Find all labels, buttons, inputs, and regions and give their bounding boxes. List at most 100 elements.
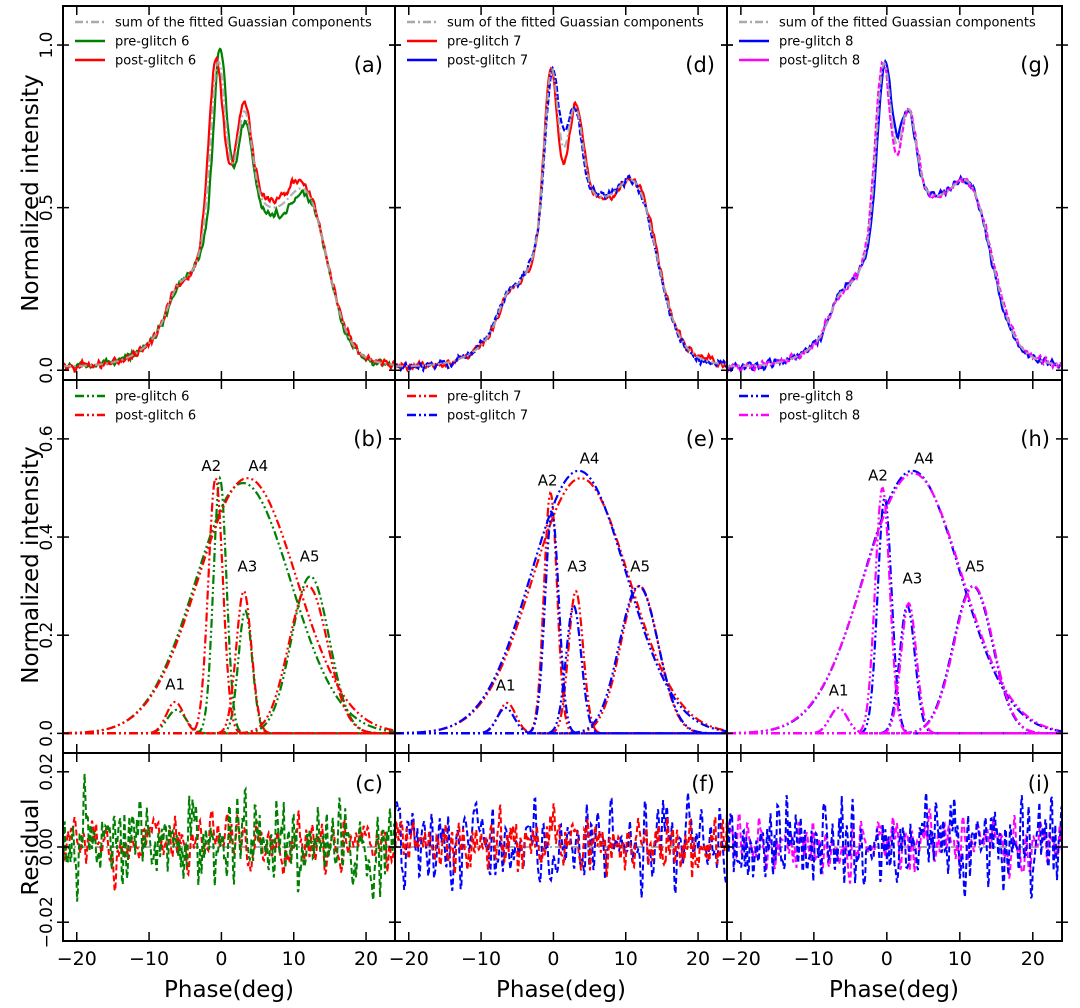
component-A3-pre-glitch-7 bbox=[395, 589, 727, 735]
profile-post-glitch-7 bbox=[395, 65, 727, 374]
component-label-A4: A4 bbox=[914, 449, 934, 467]
component-label-A1: A1 bbox=[829, 682, 849, 700]
fitted-sum-line bbox=[727, 61, 1062, 368]
component-label-A5: A5 bbox=[300, 548, 320, 566]
plot-area bbox=[395, 65, 727, 374]
panel-i: −20 −10 0 10 20 (i) bbox=[721, 752, 1068, 970]
legend-label: post-glitch 8 bbox=[779, 409, 860, 424]
residual-pre-glitch-7 bbox=[395, 803, 727, 879]
x-tick-label: −20 bbox=[389, 948, 429, 970]
panel-label: (a) bbox=[354, 53, 383, 77]
component-A5-post-glitch-7 bbox=[395, 584, 727, 735]
legend: sum of the fitted Guassian components pre… bbox=[407, 16, 704, 69]
x-tick-label: −10 bbox=[461, 948, 501, 970]
panel-b: A1 A2 A3 A4 A5 0.0 0.2 0.4 0.6 (b) pre-glitch 6 pos… bbox=[37, 379, 401, 754]
profile-post-glitch-8 bbox=[727, 60, 1062, 374]
component-label-A3: A3 bbox=[902, 570, 922, 588]
x-tick-label: 20 bbox=[354, 948, 378, 970]
xlabel-col-3: Phase(deg) bbox=[829, 977, 959, 1003]
legend-label: pre-glitch 8 bbox=[779, 390, 853, 405]
component-A5-post-glitch-6 bbox=[63, 585, 395, 735]
y-tick-label: 0.4 bbox=[37, 524, 57, 551]
residual-pre-glitch-6 bbox=[63, 773, 395, 902]
component-label-A1: A1 bbox=[165, 676, 185, 694]
component-label-A2: A2 bbox=[868, 467, 888, 485]
y-tick-label: 0.00 bbox=[37, 828, 57, 866]
legend-label-fitted-sum: sum of the fitted Guassian components bbox=[115, 16, 372, 31]
plot-area bbox=[63, 773, 395, 902]
component-A2-post-glitch-7 bbox=[395, 510, 727, 735]
component-label-A2: A2 bbox=[201, 457, 221, 475]
legend-label-fitted-sum: sum of the fitted Guassian components bbox=[447, 16, 704, 31]
legend: pre-glitch 8 post-glitch 8 bbox=[739, 390, 860, 424]
fitted-sum-line bbox=[63, 60, 395, 368]
x-tick-label: 20 bbox=[686, 948, 710, 970]
legend-label: post-glitch 6 bbox=[115, 54, 196, 69]
component-label-A2: A2 bbox=[538, 472, 558, 490]
component-label-A3: A3 bbox=[567, 557, 587, 575]
component-A3-post-glitch-8 bbox=[727, 601, 1062, 735]
plot-area bbox=[63, 47, 395, 373]
legend: pre-glitch 6 post-glitch 6 bbox=[75, 390, 196, 424]
x-tick-label: −10 bbox=[129, 948, 169, 970]
y-tick-label: −0.02 bbox=[37, 896, 57, 948]
axes-frame bbox=[394, 5, 728, 381]
component-A4-post-glitch-7 bbox=[395, 469, 727, 735]
component-A3-post-glitch-6 bbox=[63, 589, 395, 735]
residual-pre-glitch-8 bbox=[727, 792, 1062, 899]
plot-area bbox=[727, 469, 1062, 735]
xlabel-col-2: Phase(deg) bbox=[496, 977, 626, 1003]
y-tick-label: 0.0 bbox=[37, 357, 57, 384]
legend-label: pre-glitch 8 bbox=[779, 35, 853, 50]
panel-label: (e) bbox=[686, 427, 715, 451]
component-label-A5: A5 bbox=[630, 557, 650, 575]
panel-label: (d) bbox=[685, 53, 715, 77]
profile-pre-glitch-6 bbox=[63, 47, 395, 372]
x-tick-label: −20 bbox=[721, 948, 761, 970]
panel-label: (g) bbox=[1020, 53, 1050, 77]
component-label-A3: A3 bbox=[238, 557, 258, 575]
legend: pre-glitch 7 post-glitch 7 bbox=[407, 390, 528, 424]
x-tick-label: 0 bbox=[881, 948, 893, 970]
panel-label: (f) bbox=[691, 772, 715, 796]
ylabel-row-3: Residual bbox=[18, 798, 44, 895]
component-label-A4: A4 bbox=[580, 449, 600, 467]
profile-pre-glitch-7 bbox=[395, 66, 727, 373]
legend-label: pre-glitch 7 bbox=[447, 35, 521, 50]
component-A4-pre-glitch-8 bbox=[727, 469, 1062, 735]
component-A2-pre-glitch-6 bbox=[63, 475, 395, 735]
component-A4-pre-glitch-7 bbox=[395, 477, 727, 735]
legend: sum of the fitted Guassian components pre… bbox=[739, 16, 1036, 69]
residual-post-glitch-8 bbox=[727, 808, 1062, 884]
ylabel-row-2: Normalized intensity bbox=[18, 446, 44, 683]
x-tick-label: −10 bbox=[794, 948, 834, 970]
legend: sum of the fitted Guassian components pre… bbox=[75, 16, 372, 69]
plot-area bbox=[727, 58, 1062, 374]
y-tick-label: 0.5 bbox=[37, 194, 57, 221]
x-tick-label: 0 bbox=[547, 948, 559, 970]
component-label-A4: A4 bbox=[248, 457, 268, 475]
panel-e: A1 A2 A3 A4 A5 (e) pre-glitch 7 post-glitch 7 bbox=[389, 379, 733, 754]
panel-label: (i) bbox=[1028, 772, 1050, 796]
legend-label: pre-glitch 6 bbox=[115, 390, 189, 405]
component-A4-post-glitch-8 bbox=[727, 472, 1062, 735]
legend-label-fitted-sum: sum of the fitted Guassian components bbox=[779, 16, 1036, 31]
panel-g: (g)sum of the fitted Guassian components… bbox=[721, 5, 1068, 381]
plot-area bbox=[395, 792, 727, 898]
y-tick-label: 1.0 bbox=[37, 32, 57, 59]
component-label-A5: A5 bbox=[965, 557, 985, 575]
panel-c: −20 −10 0 10 20 −0.02 0.00 0.02 (c) bbox=[37, 752, 401, 970]
residual-post-glitch-7 bbox=[395, 792, 727, 898]
y-tick-label: 0.6 bbox=[37, 425, 57, 452]
y-tick-label: 0.2 bbox=[37, 622, 57, 649]
panels-layer: 0.0 0.5 1.0 (a) sum of the fitted Guassian c… bbox=[37, 5, 1068, 970]
axes-frame bbox=[62, 379, 396, 754]
component-A1-post-glitch-8 bbox=[727, 706, 1062, 735]
profile-pre-glitch-8 bbox=[727, 58, 1062, 374]
x-tick-label: 10 bbox=[948, 948, 972, 970]
component-A5-post-glitch-8 bbox=[727, 585, 1062, 735]
legend-label: post-glitch 6 bbox=[115, 409, 196, 424]
x-tick-label: 0 bbox=[215, 948, 227, 970]
x-tick-label: 20 bbox=[1021, 948, 1045, 970]
